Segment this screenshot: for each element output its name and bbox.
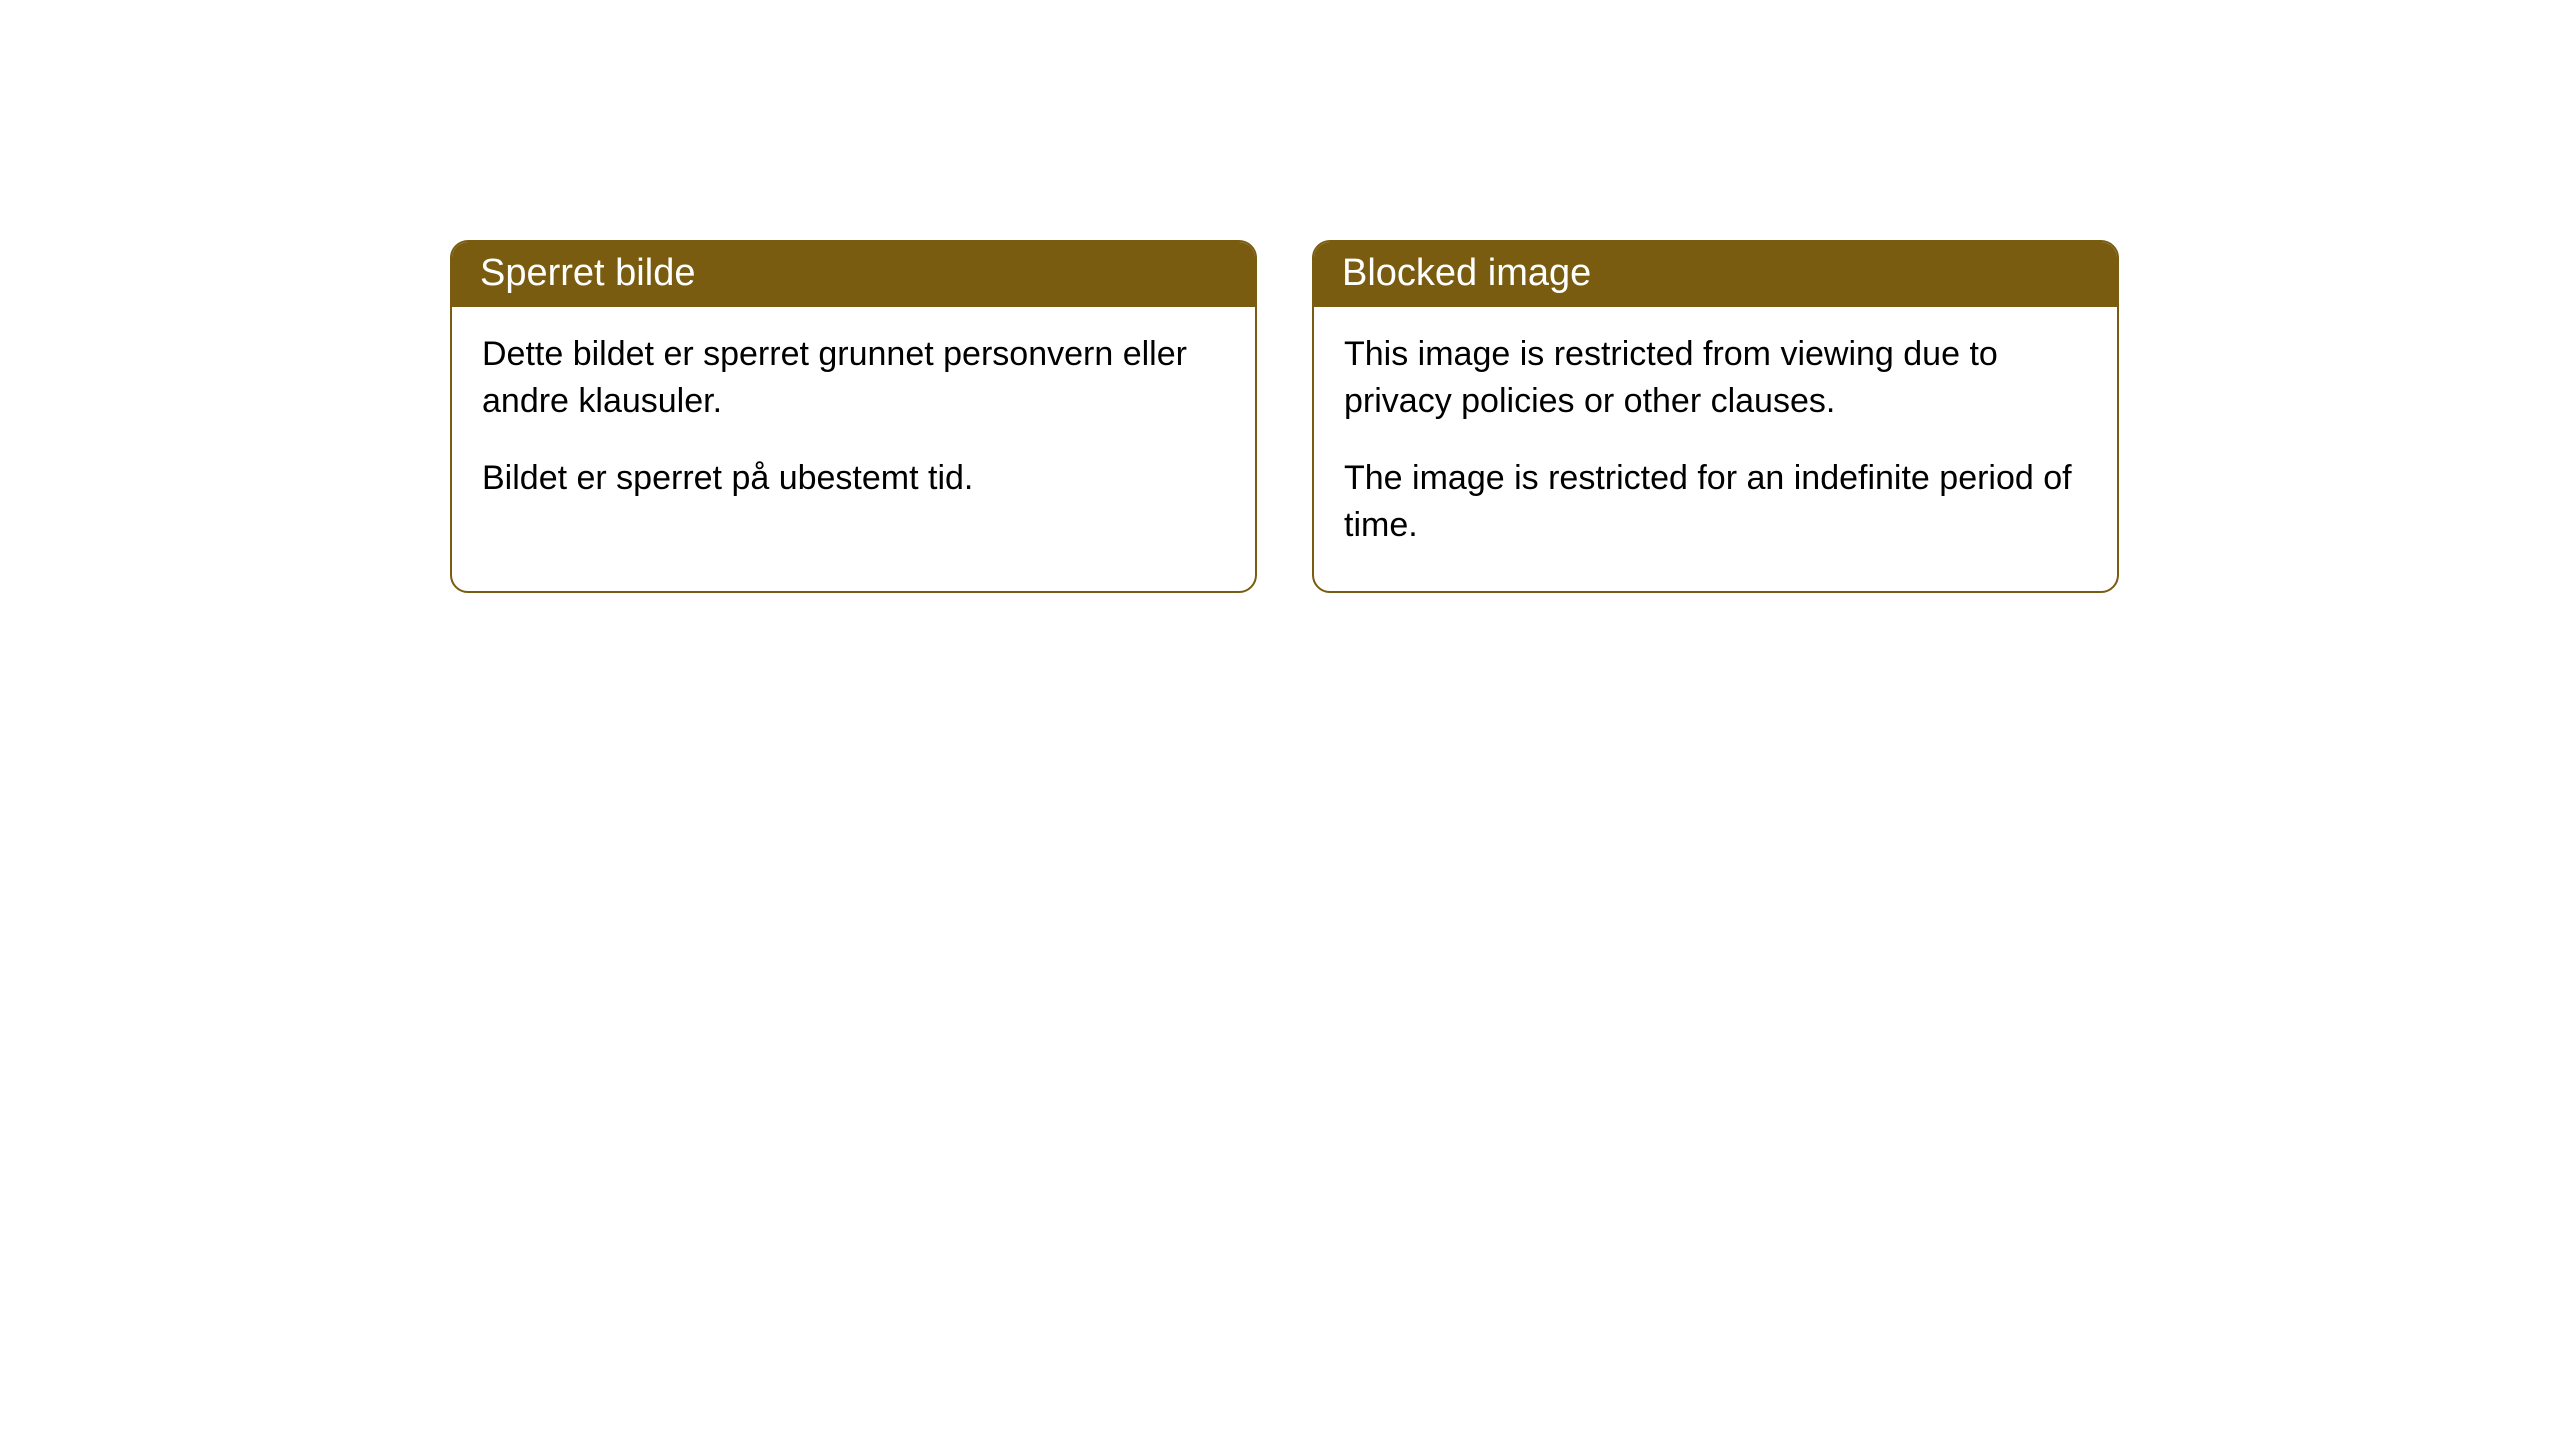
card-paragraph-1-english: This image is restricted from viewing du…	[1344, 331, 2087, 425]
card-paragraph-2-norwegian: Bildet er sperret på ubestemt tid.	[482, 455, 1225, 502]
card-body-english: This image is restricted from viewing du…	[1314, 307, 2117, 591]
card-header-english: Blocked image	[1314, 242, 2117, 307]
notice-card-norwegian: Sperret bilde Dette bildet er sperret gr…	[450, 240, 1257, 593]
card-paragraph-1-norwegian: Dette bildet er sperret grunnet personve…	[482, 331, 1225, 425]
card-paragraph-2-english: The image is restricted for an indefinit…	[1344, 455, 2087, 549]
notice-cards-container: Sperret bilde Dette bildet er sperret gr…	[450, 240, 2119, 593]
card-body-norwegian: Dette bildet er sperret grunnet personve…	[452, 307, 1255, 544]
card-header-norwegian: Sperret bilde	[452, 242, 1255, 307]
notice-card-english: Blocked image This image is restricted f…	[1312, 240, 2119, 593]
